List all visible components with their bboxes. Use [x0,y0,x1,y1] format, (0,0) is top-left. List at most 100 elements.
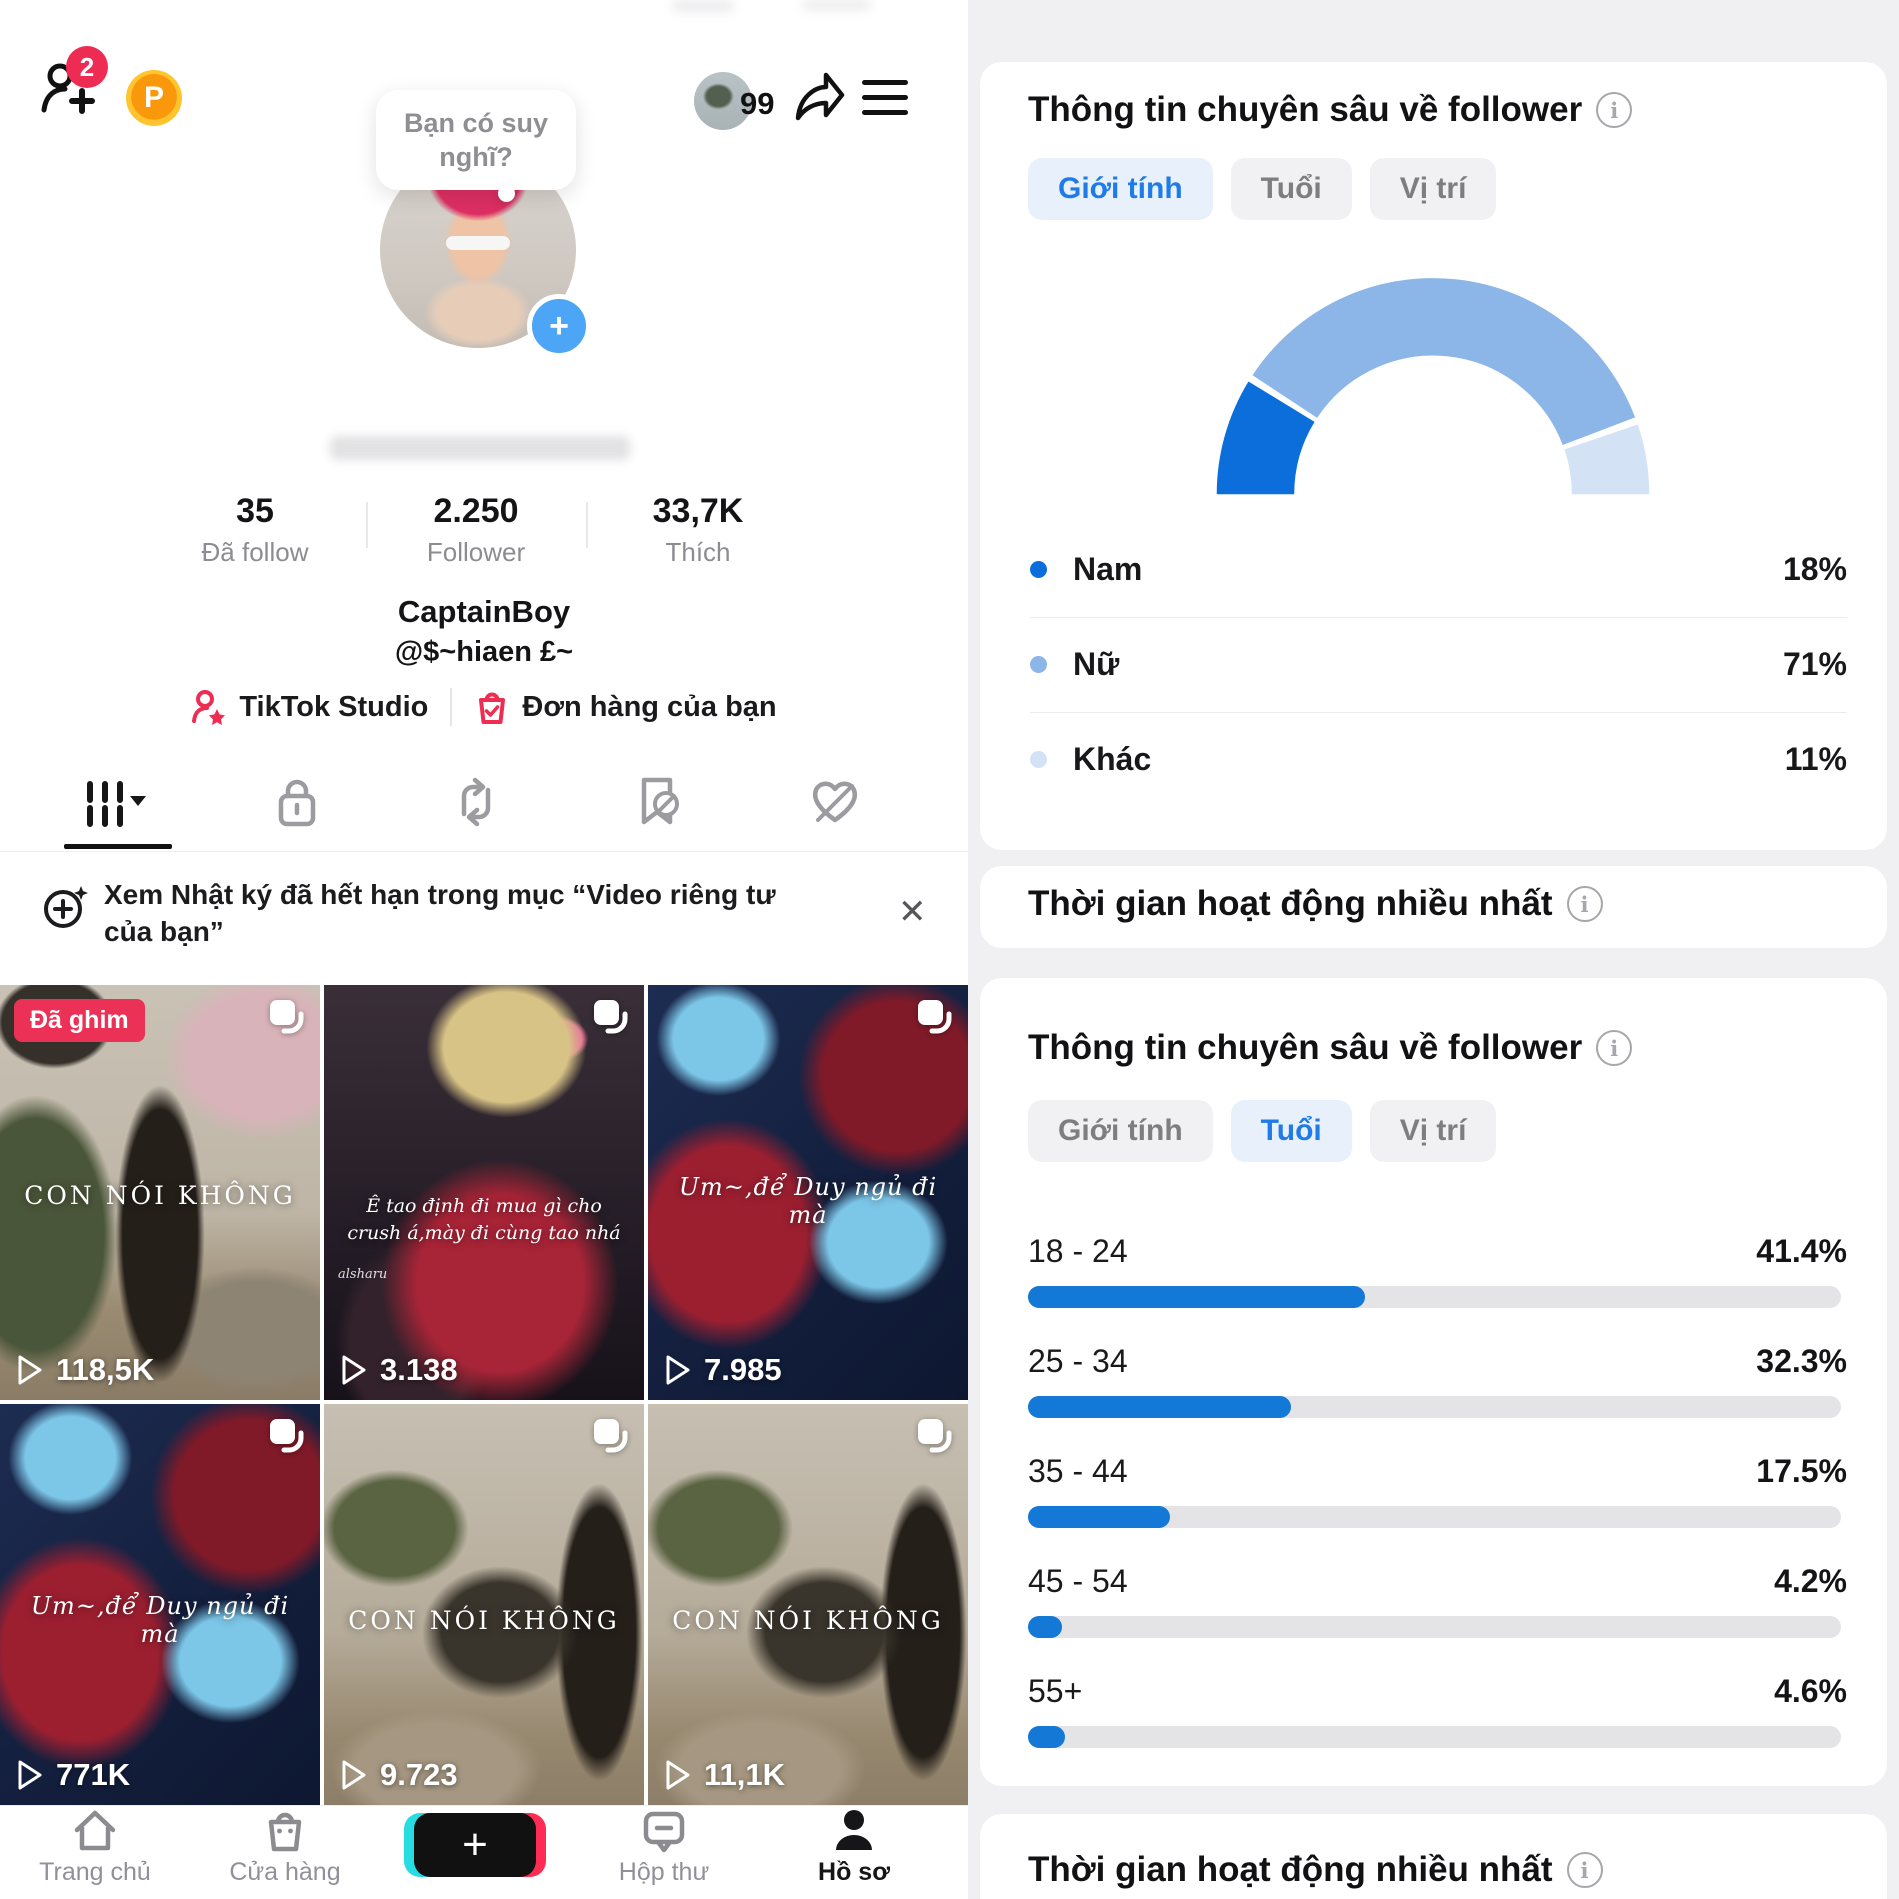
tab-location[interactable]: Vị trí [1369,1100,1497,1162]
links-divider [450,688,453,726]
tiktok-studio-link[interactable]: TikTok Studio [191,689,428,725]
nav-shop[interactable]: Cửa hàng [210,1806,360,1887]
info-icon[interactable] [1566,1852,1603,1888]
info-icon[interactable] [1596,92,1633,128]
carousel-icon [270,1419,304,1453]
active-time-title: Thời gian hoạt động nhiều nhất [1028,884,1553,923]
age-bar [1028,1506,1841,1528]
nav-profile-label: Hồ sơ [818,1858,890,1886]
age-row-label: 35 - 44 [1028,1453,1128,1489]
display-name: CaptainBoy [397,594,571,629]
age-row-value: 4.6% [1774,1673,1847,1709]
stat-following[interactable]: 35 Đã follow [155,492,355,568]
nav-home[interactable]: Trang chủ [20,1806,170,1887]
carousel-icon [270,1000,304,1034]
view-count-text: 11,1K [704,1757,786,1792]
legend-label-nam: Nam [1073,551,1143,587]
orders-link[interactable]: Đơn hàng của bạn [474,689,777,725]
info-icon[interactable] [1596,1030,1633,1066]
age-row-label: 55+ [1028,1673,1083,1709]
play-icon [666,1355,690,1385]
view-count: 118,5K [16,1352,154,1388]
inbox-peek-avatar[interactable] [694,72,752,130]
gender-insights-card: Thông tin chuyên sâu về follower Giới tí… [980,62,1887,850]
age-bar-fill [1028,1286,1365,1308]
nav-inbox[interactable]: Hộp thư [589,1806,739,1887]
active-tab-underline [64,844,172,849]
legend-dot-nam [1030,561,1047,578]
play-icon [18,1355,42,1385]
video-tile-2[interactable]: Ê tao định đi mua gì cho crush á,mày đi … [324,985,644,1400]
age-bar [1028,1396,1841,1418]
add-story-button[interactable]: + [527,294,591,358]
coin-icon[interactable]: P [126,70,182,126]
tab-location[interactable]: Vị trí [1369,158,1497,220]
legend-value-khac: 11% [1784,741,1847,777]
video-caption: Um~,để Duy ngủ đi mà [30,1592,290,1648]
legend-row-nu: Nữ 71% [1030,617,1847,713]
gauge-segment-nu [1252,278,1636,446]
video-tile-5[interactable]: CON NÓI KHÔNG 9.723 [324,1404,644,1819]
stat-likes[interactable]: 33,7K Thích [598,492,798,568]
tab-saved-private-icon[interactable] [634,774,686,830]
gender-gauge-chart [1216,278,1650,496]
age-row-label: 18 - 24 [1028,1233,1128,1269]
analytics-panel: Thông tin chuyên sâu về follower Giới tí… [968,0,1899,1899]
stats-divider [366,502,368,548]
tab-private-lock-icon[interactable] [274,774,320,830]
create-button[interactable]: + [404,1813,546,1877]
view-count-text: 7.985 [704,1352,782,1387]
pinned-badge: Đã ghim [14,999,145,1042]
tab-gender[interactable]: Giới tính [1028,158,1213,220]
tab-liked-private-icon[interactable] [808,776,862,828]
gauge-segment-khac [1564,424,1650,496]
legend-value-nu: 71% [1782,646,1847,682]
carousel-icon [594,1419,628,1453]
age-row-value: 17.5% [1756,1453,1847,1489]
age-row-label: 25 - 34 [1028,1343,1128,1379]
video-watermark: alsharu [338,1267,388,1282]
legend-dot-nu [1030,656,1047,673]
tiktok-studio-label: TikTok Studio [239,690,429,723]
close-icon[interactable]: ✕ [898,893,927,931]
card-title-row: Thông tin chuyên sâu về follower [1028,90,1633,130]
bubble-tail [498,185,515,202]
tab-videos-grid-icon[interactable] [84,776,148,832]
active-time-title: Thời gian hoạt động nhiều nhất [1028,1850,1553,1889]
expired-diary-notice[interactable]: Xem Nhật ký đã hết hạn trong mục “Video … [104,879,776,947]
profile-note-bubble[interactable]: Bạn có suy nghĩ? [376,90,576,190]
legend-label-khac: Khác [1073,741,1152,777]
age-bar [1028,1286,1841,1308]
carousel-icon [918,1419,952,1453]
age-card-title: Thông tin chuyên sâu về follower [1028,1028,1583,1067]
age-bar-fill [1028,1396,1291,1418]
tab-age[interactable]: Tuổi [1230,158,1352,220]
video-caption: CON NÓI KHÔNG [348,1606,620,1635]
home-icon [74,1810,116,1851]
tab-reposts-icon[interactable] [448,774,504,830]
nav-profile[interactable]: Hồ sơ [779,1806,929,1887]
video-tile-3[interactable]: Um~,để Duy ngủ đi mà 7.985 [648,985,968,1400]
stats-divider [586,502,588,548]
tab-age[interactable]: Tuổi [1230,1100,1352,1162]
share-profile-icon[interactable] [790,70,846,126]
orders-label: Đơn hàng của bạn [522,690,777,723]
stat-followers[interactable]: 2.250 Follower [376,492,576,568]
video-caption: Um~,để Duy ngủ đi mà [678,1173,938,1229]
view-count: 11,1K [664,1757,785,1793]
age-card-tabs: Giới tính Tuổi Vị trí [1028,1100,1497,1162]
profile-icon [836,1810,872,1850]
video-caption: CON NÓI KHÔNG [24,1181,296,1210]
view-count: 7.985 [664,1352,782,1388]
age-row-value: 4.2% [1774,1563,1847,1599]
info-icon[interactable] [1566,886,1603,922]
video-tile-1[interactable]: Đã ghim CON NÓI KHÔNG 118,5K [0,985,320,1400]
video-tile-4[interactable]: Um~,để Duy ngủ đi mà 771K [0,1404,320,1819]
legend-label-nu: Nữ [1073,646,1120,682]
card-title-row: Thông tin chuyên sâu về follower [1028,1028,1633,1068]
video-tile-6[interactable]: CON NÓI KHÔNG 11,1K [648,1404,968,1819]
video-caption: Ê tao định đi mua gì cho crush á,mày đi … [347,1195,621,1244]
quick-links-row: TikTok Studio Đơn hàng của bạn [0,688,968,726]
view-count: 3.138 [340,1352,458,1388]
tab-gender[interactable]: Giới tính [1028,1100,1213,1162]
